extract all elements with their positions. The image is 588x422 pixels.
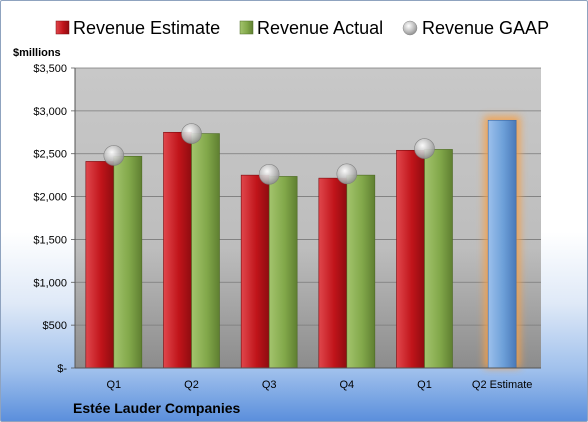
bar-actual xyxy=(424,149,453,369)
x-axis: Q1 Q2 Q3 Q4 Q1 Q2 Estimate xyxy=(75,367,541,391)
bar-actual xyxy=(268,176,298,369)
bar-actual xyxy=(113,155,143,369)
bar-estimate xyxy=(396,149,425,369)
legend: Revenue Estimate Revenue Actual Revenue … xyxy=(55,18,549,38)
y-tick-label: $1,500 xyxy=(33,234,67,246)
legend-swatch-estimate xyxy=(55,20,70,35)
x-tick-label: Q2 Estimate xyxy=(472,379,533,391)
gaap-marker xyxy=(336,163,358,185)
y-tick-label: $2,500 xyxy=(33,149,67,161)
gaap-marker xyxy=(103,145,125,166)
bars xyxy=(85,116,521,369)
x-tick-label: Q1 xyxy=(106,379,121,391)
bar-actual xyxy=(346,174,376,369)
bar-estimate xyxy=(318,177,348,369)
y-tick-label: $3,000 xyxy=(33,106,67,118)
units-label: $millions xyxy=(13,47,61,59)
legend-label-actual: Revenue Actual xyxy=(257,18,383,38)
company-name: Estée Lauder Companies xyxy=(73,400,240,416)
bar-actual xyxy=(191,133,220,369)
y-tick-label: $1,000 xyxy=(33,277,67,289)
gridlines xyxy=(75,67,541,369)
bar-estimate xyxy=(240,174,270,369)
legend-label-gaap: Revenue GAAP xyxy=(422,18,549,38)
plot-area xyxy=(75,68,541,368)
y-axis: $- $500 $1,000 $1,500 $2,000 $2,500 $3,000 $3,5… xyxy=(33,63,76,375)
legend-label-estimate: Revenue Estimate xyxy=(73,18,220,38)
y-tick-label: $3,500 xyxy=(33,63,67,75)
legend-swatch-actual xyxy=(239,20,254,35)
bar-estimate-forecast xyxy=(487,119,517,369)
bar-estimate xyxy=(85,161,115,369)
y-tick-label: $2,000 xyxy=(33,192,67,204)
x-tick-label: Q1 xyxy=(417,379,432,391)
gaap-marker xyxy=(414,138,435,159)
x-tick-label: Q3 xyxy=(262,379,277,391)
bar-estimate xyxy=(163,131,192,369)
y-tick-label: $- xyxy=(57,363,67,375)
x-tick-label: Q2 xyxy=(184,379,199,391)
gaap-markers xyxy=(103,123,435,185)
legend-swatch-gaap xyxy=(402,20,418,36)
gaap-marker xyxy=(181,123,202,144)
gaap-marker xyxy=(258,163,280,185)
y-tick-label: $500 xyxy=(43,320,67,332)
x-tick-label: Q4 xyxy=(339,379,354,391)
